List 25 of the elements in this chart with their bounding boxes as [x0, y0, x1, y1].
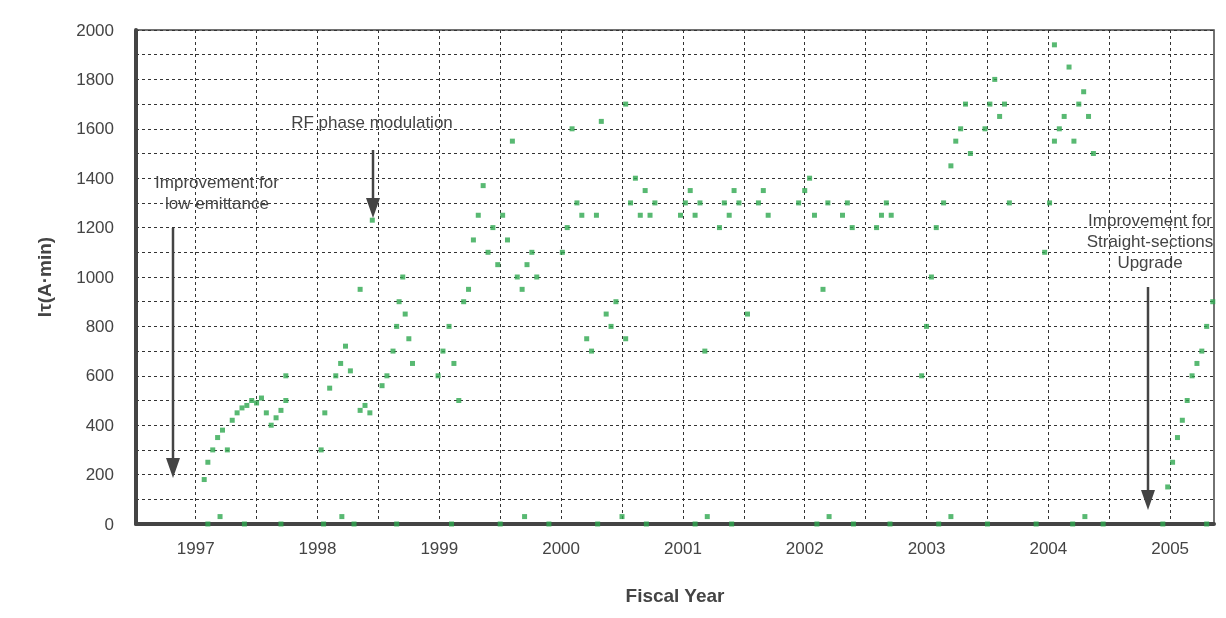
x-tick-label: 2001 — [664, 539, 702, 558]
annotation: RF phase modulation — [291, 112, 453, 133]
y-tick-label: 0 — [104, 514, 114, 534]
x-tick-label: 2004 — [1029, 539, 1068, 558]
y-tick-label: 600 — [85, 366, 114, 386]
x-tick-label: 2005 — [1151, 539, 1190, 558]
annotation: Improvement for low emittance — [155, 172, 279, 214]
x-tick-label: 2003 — [907, 539, 946, 558]
y-tick-label: 1000 — [76, 267, 114, 287]
x-tick-label: 1997 — [176, 539, 215, 558]
x-tick-label: 1998 — [298, 539, 337, 558]
y-tick-label: 2000 — [76, 20, 114, 40]
y-tick-label: 1600 — [76, 119, 114, 139]
y-tick-label: 1400 — [76, 168, 114, 188]
y-tick-label: 400 — [85, 415, 114, 435]
y-axis-title: Iτ(A·min) — [34, 236, 55, 318]
x-tick-label: 1999 — [420, 539, 459, 558]
x-tick-label: 2000 — [542, 539, 581, 558]
y-tick-label: 1800 — [76, 69, 114, 89]
y-tick-label: 1200 — [76, 218, 114, 238]
x-tick-label: 2002 — [785, 539, 824, 558]
y-tick-label: 200 — [85, 465, 114, 485]
y-tick-label: 800 — [85, 316, 114, 336]
x-axis-title: Fiscal Year — [625, 585, 726, 606]
annotation: Improvement for Straight-sections Upgrade — [1086, 210, 1214, 273]
